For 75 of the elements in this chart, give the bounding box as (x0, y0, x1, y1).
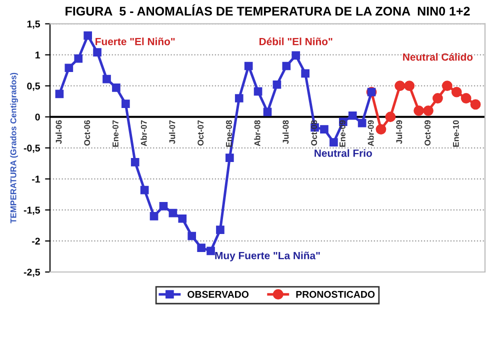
point (263, 108, 272, 116)
point (348, 111, 357, 120)
point (121, 100, 130, 108)
point (168, 208, 178, 218)
y-tick-label: 0 (35, 114, 40, 120)
x-tick-label: Ene-10 (452, 120, 459, 147)
y-tick-label: 1,5 (27, 20, 40, 29)
point (188, 232, 196, 240)
annotation: Fuerte "El Niño" (96, 38, 175, 46)
legend-label: OBSERVADO (188, 290, 249, 298)
point (292, 51, 300, 60)
point (226, 154, 234, 162)
y-tick-label: -1,5 (24, 206, 40, 215)
point (470, 99, 481, 110)
point (84, 31, 92, 40)
y-axis-title: TEMPERATURA (Grados Centigrados) (10, 72, 18, 224)
x-tick-label: Jul-09 (396, 120, 402, 144)
x-tick-label: Jul-06 (56, 120, 62, 144)
point (394, 80, 406, 92)
annotation: Neutral Cálido (403, 52, 473, 61)
point (102, 74, 111, 84)
point (159, 202, 168, 210)
point (216, 226, 224, 234)
x-tick-label: Abr-08 (254, 120, 260, 146)
point (234, 94, 244, 102)
point (112, 84, 120, 92)
point (451, 86, 462, 98)
point (358, 118, 366, 128)
x-tick-label: Abr-07 (140, 120, 147, 146)
x-tick-label: Jul-07 (169, 120, 176, 144)
point (150, 212, 158, 220)
y-tick-label: 0,5 (27, 82, 40, 91)
chart-title: FIGURA 5 - ANOMALÍAS DE TEMPERATURA DE LA ZONA NIN0 1+2 (66, 4, 470, 16)
x-tick-label: Abr-09 (368, 120, 374, 146)
y-tick-label: 1 (35, 52, 40, 58)
point (74, 54, 83, 63)
annotation: Muy Fuerte "La Niña" (215, 252, 320, 262)
point (254, 87, 262, 96)
x-tick-label: Ene-08 (226, 120, 232, 147)
x-tick-label: Jul-08 (282, 120, 289, 144)
point (385, 112, 396, 122)
point (282, 62, 291, 70)
x-tick-label: Oct-09 (424, 120, 430, 146)
point (140, 186, 149, 194)
point (376, 124, 386, 134)
point (442, 80, 452, 92)
annotation: Neutral Frio (314, 149, 372, 157)
y-tick-label: -2 (32, 238, 40, 244)
point (330, 138, 338, 146)
point (178, 214, 187, 223)
legend-label: PRONOSTICADO (296, 290, 375, 298)
point (404, 80, 415, 92)
y-tick-label: -1 (32, 176, 40, 182)
x-tick-label: Ene-09 (339, 120, 346, 147)
point (130, 158, 140, 166)
point (64, 64, 74, 72)
point (423, 105, 434, 116)
point (272, 80, 282, 89)
point (414, 105, 424, 116)
point (460, 93, 472, 104)
point (206, 246, 215, 256)
point (301, 69, 310, 78)
point (93, 48, 102, 57)
point (55, 90, 64, 98)
point (197, 244, 206, 252)
x-tick-label: Oct-07 (198, 120, 204, 146)
x-tick-label: Ene-07 (112, 120, 118, 147)
x-tick-label: Oct-06 (84, 120, 90, 146)
point (432, 93, 443, 104)
y-tick-label: -0,5 (24, 144, 40, 153)
x-tick-label: Oct-08 (311, 120, 318, 146)
point (320, 125, 328, 134)
y-tick-label: -2,5 (24, 268, 40, 278)
annotation: Débil "El Niño" (260, 37, 332, 46)
point (244, 62, 253, 70)
